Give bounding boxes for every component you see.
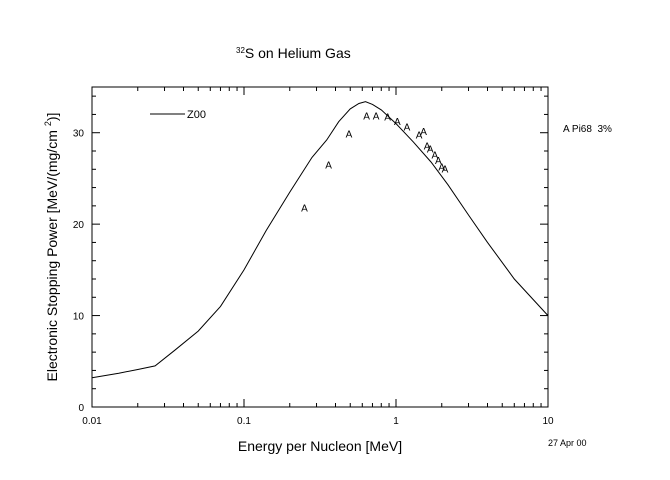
axis-ticks [91,87,548,408]
legend: Z00 [150,109,206,121]
y-tick-labels: 0 10 20 30 [73,129,85,414]
date-stamp: 27 Apr 00 [548,438,587,448]
y-tick-label: 10 [73,312,85,323]
data-point-a: A [384,112,391,123]
data-point-a: A [427,144,434,155]
data-point-a: A [301,204,308,215]
data-point-a: A [442,164,449,175]
x-tick-label: 1 [393,416,399,427]
data-point-a: A [420,127,427,138]
chart-title-superscript: 32 [236,46,245,55]
y-tick-label: 20 [73,220,85,231]
y-axis-label-end: )] [44,113,60,122]
data-point-a: A [435,156,442,167]
legend-label-z00: Z00 [187,109,206,121]
data-point-a: A [363,111,370,122]
data-source-note: A Pi68 3% [563,124,612,135]
y-tick-label: 30 [73,129,85,140]
y-axis-label: Electronic Stopping Power [MeV/(mg/cm 2)] [43,113,60,382]
x-tick-label: 0.01 [82,416,102,427]
y-tick-label: 0 [78,403,84,414]
series-line-z00 [91,101,549,379]
data-point-a: A [394,117,401,128]
x-tick-labels: 0.01 0.1 1 10 [82,416,554,427]
data-point-a: A [325,161,332,172]
data-point-a: A [431,151,438,162]
y-axis-label-text: Electronic Stopping Power [MeV/(mg/cm [44,130,60,381]
plot-frame [91,86,549,408]
x-axis-label: Energy per Nucleon [MeV] [238,438,402,454]
data-point-a: A [416,131,423,142]
chart-title: 32S on Helium Gas [236,45,351,61]
y-axis-label-sup: 2 [43,121,53,126]
x-tick-label: 10 [542,416,554,427]
data-point-a: A [438,163,445,174]
data-point-a: A [404,122,411,133]
data-point-a: A [346,130,353,141]
data-point-a: A [424,142,431,153]
data-point-a: A [373,111,380,122]
x-tick-label: 0.1 [237,416,251,427]
chart-title-text: S on Helium Gas [245,45,351,61]
